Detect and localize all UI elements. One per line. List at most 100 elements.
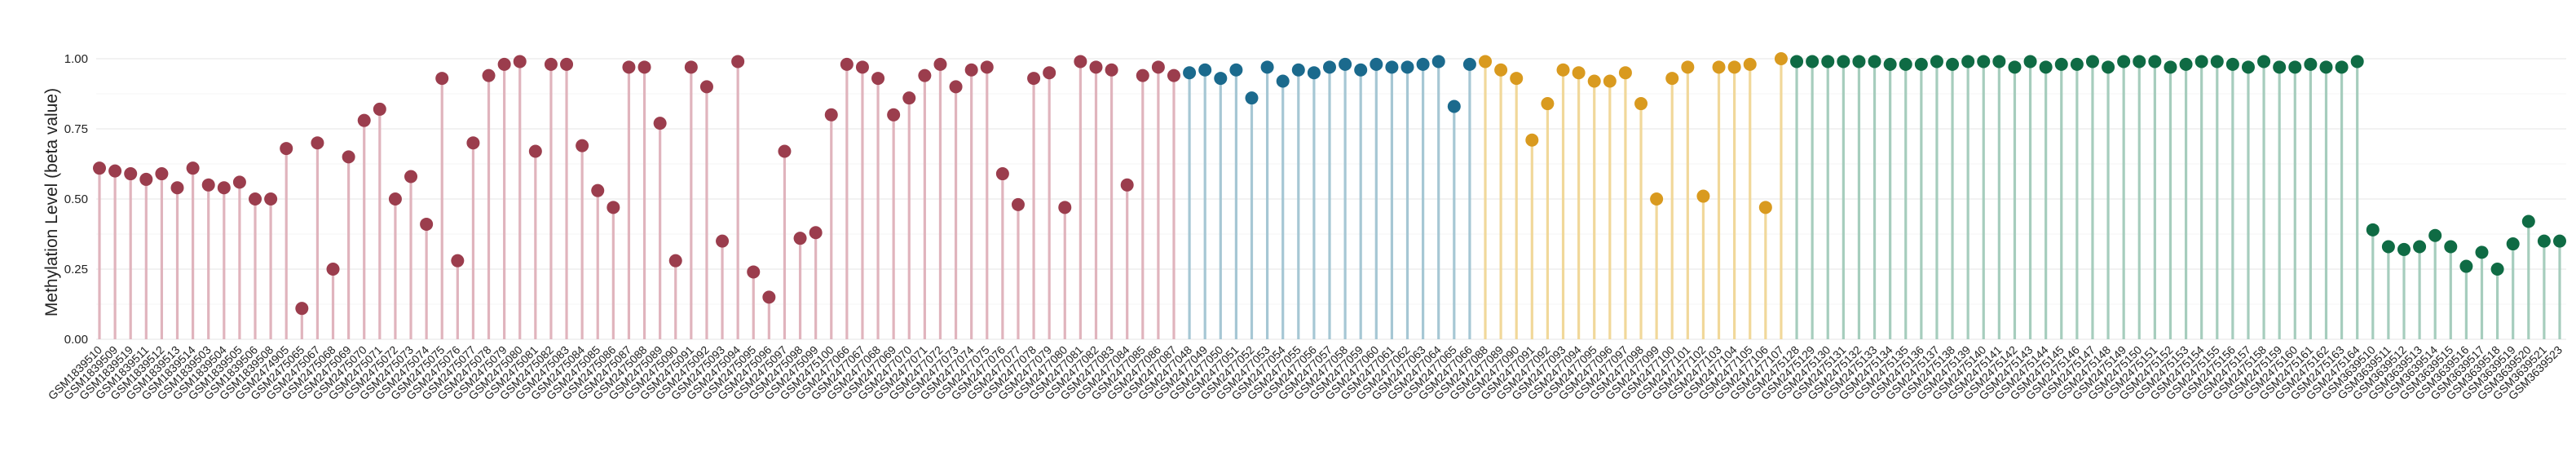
data-point — [995, 167, 1009, 181]
data-point — [232, 175, 246, 189]
data-point — [201, 178, 215, 192]
data-point — [2413, 240, 2427, 254]
data-point — [1665, 72, 1679, 86]
data-point — [1260, 60, 1274, 74]
data-point — [1416, 57, 1430, 71]
data-point — [1743, 57, 1757, 71]
data-point — [1214, 72, 1228, 86]
data-point — [513, 55, 527, 69]
data-point — [576, 139, 589, 153]
data-point — [622, 60, 636, 74]
data-point — [404, 170, 418, 183]
data-point — [793, 232, 807, 245]
data-point — [2164, 60, 2177, 74]
data-point — [1510, 72, 1524, 86]
data-point — [1245, 91, 1259, 105]
data-point — [311, 136, 324, 150]
data-point — [1183, 66, 1197, 80]
data-point — [684, 60, 698, 74]
data-point — [1385, 60, 1399, 74]
data-point — [699, 80, 713, 94]
data-point — [1930, 55, 1943, 69]
data-point — [902, 91, 916, 105]
data-point — [1681, 60, 1695, 74]
data-point — [762, 290, 776, 304]
data-point — [170, 181, 184, 195]
data-point — [2085, 55, 2099, 69]
data-point — [1043, 66, 1056, 80]
data-point — [716, 234, 730, 248]
data-point — [2257, 55, 2271, 69]
data-point — [1105, 63, 1118, 77]
data-point — [264, 192, 278, 206]
data-point — [2225, 57, 2239, 71]
data-point — [1727, 60, 1741, 74]
data-point — [1634, 97, 1648, 111]
data-point — [2054, 57, 2068, 71]
data-point — [544, 57, 558, 71]
data-point — [1167, 69, 1180, 82]
data-point — [249, 192, 262, 206]
data-point — [2102, 60, 2115, 74]
data-point — [2179, 57, 2193, 71]
data-point — [2241, 60, 2255, 74]
data-point — [949, 80, 963, 94]
data-point — [887, 108, 901, 122]
lollipop-stems — [98, 59, 2561, 339]
data-point — [1837, 55, 1850, 69]
data-point — [1650, 192, 1664, 206]
data-point — [1198, 63, 1212, 77]
data-point — [2335, 60, 2349, 74]
data-point — [326, 263, 340, 276]
data-point — [2117, 55, 2131, 69]
data-point — [1120, 178, 1134, 192]
data-point — [388, 192, 402, 206]
data-point — [186, 161, 200, 175]
y-axis-ticks: 0.00 0.25 0.50 0.75 1.00 — [64, 52, 88, 347]
data-point — [1058, 201, 1072, 214]
data-point — [1946, 57, 1960, 71]
data-point — [1431, 55, 1445, 69]
data-point — [871, 72, 885, 86]
data-point — [1136, 69, 1149, 82]
data-point — [2397, 242, 2411, 256]
data-point — [2070, 57, 2084, 71]
y-tick-label: 0.50 — [64, 192, 88, 206]
data-point — [1339, 57, 1352, 71]
data-point — [1011, 197, 1025, 211]
data-point — [964, 63, 978, 77]
data-point — [2304, 57, 2318, 71]
data-point — [824, 108, 838, 122]
data-point — [482, 69, 496, 82]
data-point — [108, 164, 122, 178]
data-point — [2521, 214, 2535, 228]
x-axis-ticks: GSM1839510GSM1839509GSM1839519GSM1839511… — [46, 343, 2565, 403]
grid-lines — [96, 58, 2566, 340]
data-point — [2008, 60, 2022, 74]
data-point — [2039, 60, 2053, 74]
data-point — [451, 254, 465, 267]
data-point — [139, 172, 153, 186]
data-point — [933, 57, 947, 71]
data-point — [980, 60, 994, 74]
y-axis-title: Methylation Level (beta value) — [42, 88, 61, 316]
data-point — [1618, 66, 1632, 80]
data-point — [918, 69, 932, 82]
data-point — [2273, 60, 2287, 74]
data-point — [466, 136, 480, 150]
data-point — [1400, 60, 1414, 74]
data-point — [668, 254, 682, 267]
data-point — [2319, 60, 2333, 74]
data-point — [497, 57, 511, 71]
data-point — [2148, 55, 2162, 69]
data-point — [155, 167, 169, 181]
data-point — [217, 181, 231, 195]
data-point — [1696, 189, 1710, 203]
data-point — [280, 142, 293, 156]
y-tick-label: 0.75 — [64, 122, 88, 136]
data-point — [1276, 74, 1290, 88]
data-point — [1323, 60, 1336, 74]
data-point — [778, 144, 792, 158]
data-point — [809, 226, 823, 240]
